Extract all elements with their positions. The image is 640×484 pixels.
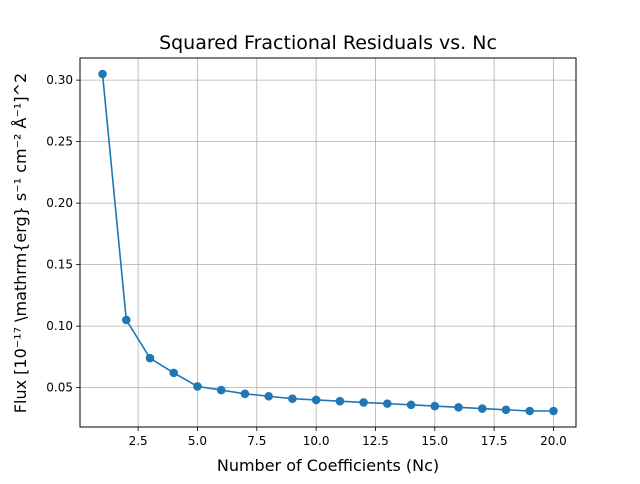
x-axis-label: Number of Coefficients (Nc)	[217, 456, 439, 475]
x-tick-label: 20.0	[540, 434, 567, 448]
data-point	[335, 396, 345, 406]
y-tick-label: 0.30	[46, 73, 73, 87]
y-tick-label: 0.25	[46, 135, 73, 149]
data-point	[145, 353, 155, 363]
y-tick-label: 0.15	[46, 258, 73, 272]
data-point	[383, 399, 392, 408]
y-axis-ticks: 0.05 0.10 0.15 0.20 0.25 0.30	[46, 73, 80, 395]
data-point	[549, 406, 558, 416]
x-tick-label: 5.0	[188, 434, 207, 448]
data-point	[430, 401, 440, 411]
x-tick-label: 17.5	[481, 434, 508, 448]
data-point	[169, 368, 179, 378]
chart-title: Squared Fractional Residuals vs. Nc	[159, 32, 497, 54]
x-axis-ticks: 2.5 5.0 7.5 10.0 12.5 15.0 17.5 20.0	[129, 427, 567, 448]
y-tick-label: 0.05	[46, 381, 73, 395]
data-point	[477, 404, 487, 413]
data-point	[501, 405, 511, 415]
grid	[80, 58, 576, 427]
data-point	[311, 395, 321, 405]
data-point	[264, 391, 273, 401]
x-tick-label: 10.0	[303, 434, 330, 448]
data-point	[454, 403, 463, 412]
x-tick-label: 12.5	[362, 434, 389, 448]
data-point	[216, 385, 226, 395]
data-point	[288, 394, 297, 404]
y-axis-label: Flux [10⁻¹⁷ \mathrm{erg} s⁻¹ cm⁻² Å⁻¹]^2	[11, 73, 30, 413]
data-point	[359, 398, 368, 407]
data-point	[240, 389, 250, 399]
series-layer	[98, 69, 558, 416]
data-point	[406, 400, 416, 410]
data-point	[98, 69, 107, 79]
plot-frame	[79, 57, 577, 428]
y-tick-label: 0.20	[46, 196, 73, 210]
y-tick-label: 0.10	[46, 319, 73, 333]
x-tick-label: 15.0	[421, 434, 448, 448]
x-tick-label: 2.5	[129, 434, 148, 448]
data-point	[193, 382, 202, 391]
data-point	[121, 315, 131, 325]
data-point	[525, 406, 535, 416]
x-tick-label: 7.5	[247, 434, 266, 448]
